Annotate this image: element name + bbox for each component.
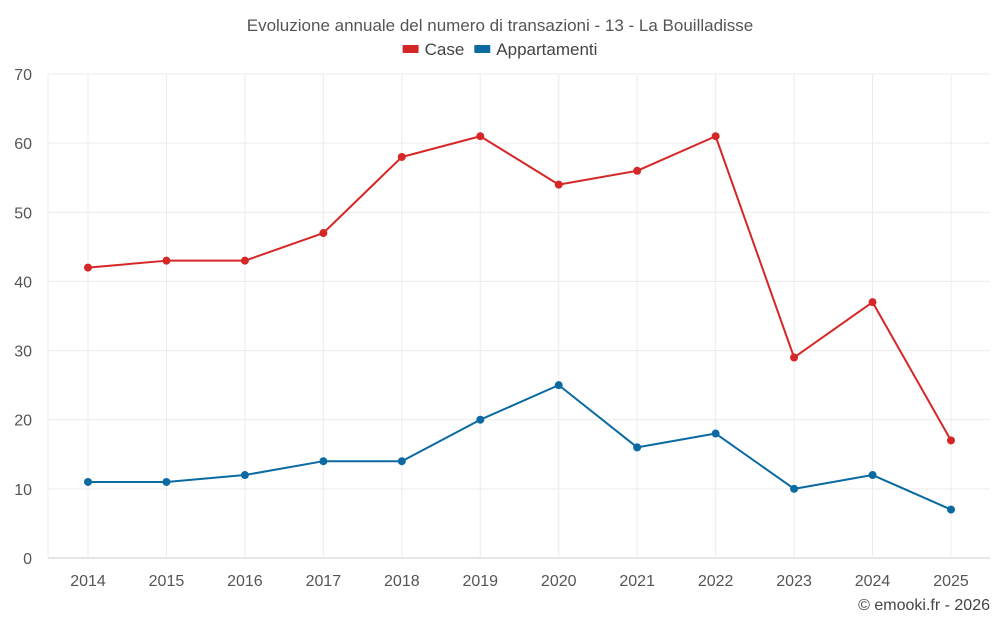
x-tick-label: 2022 <box>698 573 734 590</box>
legend-label: Case <box>425 40 465 59</box>
grid <box>47 73 990 559</box>
data-point-appartamenti <box>554 381 563 390</box>
series-line-appartamenti <box>88 384 952 511</box>
data-point-case <box>868 298 877 307</box>
data-point-appartamenti <box>711 429 720 438</box>
x-tick-label: 2015 <box>149 573 185 590</box>
legend-item-case[interactable]: Case <box>402 40 465 59</box>
data-point-appartamenti <box>84 477 92 486</box>
data-point-case <box>84 263 92 272</box>
legend-label: Appartamenti <box>496 40 597 59</box>
y-tick-label: 0 <box>23 551 32 568</box>
x-tick-label: 2014 <box>70 573 106 590</box>
series-layer <box>84 132 955 514</box>
chart-title: Evoluzione annuale del numero di transaz… <box>247 16 754 35</box>
y-axis-ticks: 0 10 20 30 40 50 60 70 <box>14 67 32 568</box>
data-point-case <box>554 180 563 189</box>
data-point-appartamenti <box>319 457 328 466</box>
data-point-case <box>633 166 642 175</box>
series-line-case <box>87 135 952 441</box>
y-tick-label: 10 <box>14 482 32 499</box>
data-point-appartamenti <box>633 443 642 452</box>
data-point-appartamenti <box>397 457 406 466</box>
x-tick-label: 2018 <box>384 573 420 590</box>
legend-item-appartamenti[interactable]: Appartamenti <box>474 40 597 59</box>
data-point-appartamenti <box>790 484 799 493</box>
data-point-case <box>947 436 955 445</box>
data-point-case <box>790 353 799 362</box>
data-point-case <box>476 132 485 141</box>
y-tick-label: 40 <box>14 274 32 291</box>
data-point-appartamenti <box>868 471 877 480</box>
x-tick-label: 2017 <box>306 573 342 590</box>
legend-swatch <box>402 45 419 53</box>
copyright-footer: © emooki.fr - 2026 <box>858 597 990 614</box>
x-tick-label: 2020 <box>541 573 577 590</box>
data-point-case <box>162 256 171 265</box>
data-point-appartamenti <box>162 477 171 486</box>
y-tick-label: 20 <box>14 413 32 430</box>
data-point-appartamenti <box>240 471 249 480</box>
legend: Case Appartamenti <box>402 40 597 59</box>
data-point-case <box>711 132 720 141</box>
x-tick-label: 2025 <box>933 573 969 590</box>
y-tick-label: 60 <box>14 136 32 153</box>
x-tick-label: 2021 <box>619 573 655 590</box>
y-tick-label: 70 <box>14 67 32 84</box>
data-point-appartamenti <box>476 415 485 424</box>
x-tick-label: 2023 <box>776 573 812 590</box>
x-axis-ticks: 2014 2015 2016 2017 2018 2019 2020 2021 2022 2023… <box>70 573 969 590</box>
y-tick-label: 30 <box>14 344 32 361</box>
data-point-appartamenti <box>947 505 955 514</box>
x-tick-label: 2019 <box>462 573 498 590</box>
data-point-case <box>397 152 406 161</box>
x-tick-label: 2016 <box>227 573 263 590</box>
x-tick-label: 2024 <box>855 573 891 590</box>
data-point-case <box>240 256 249 265</box>
legend-swatch <box>474 45 491 53</box>
data-point-case <box>319 229 328 238</box>
y-tick-label: 50 <box>14 205 32 222</box>
